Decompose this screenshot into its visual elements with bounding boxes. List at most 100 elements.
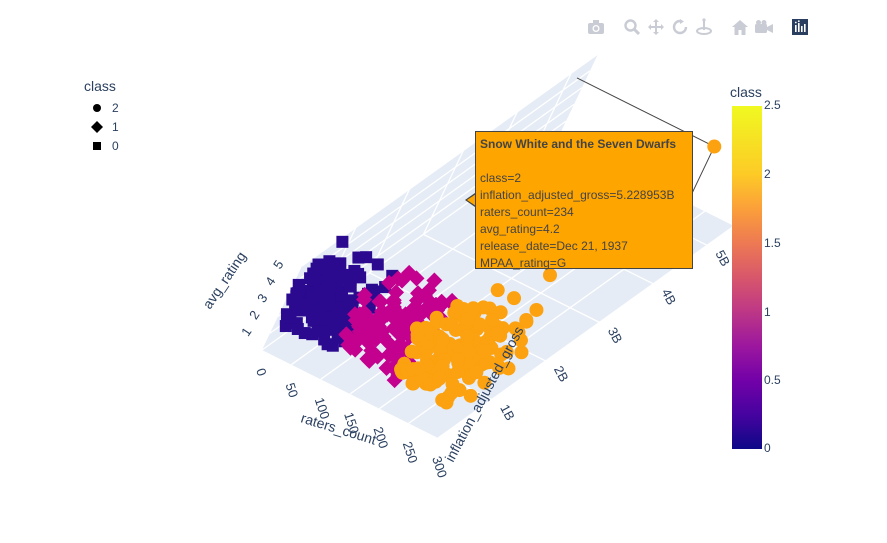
data-point[interactable] [308,274,321,287]
legend-item-0[interactable]: 0 [84,136,119,155]
data-point[interactable] [326,315,339,328]
data-point[interactable] [333,270,346,283]
data-point[interactable] [432,371,447,386]
data-point[interactable] [466,301,481,316]
data-point[interactable] [388,284,405,301]
data-point[interactable] [391,311,408,328]
data-point[interactable] [290,287,303,300]
last-save-icon[interactable] [754,17,774,37]
data-point[interactable] [477,375,492,390]
data-point[interactable] [389,322,406,339]
data-point[interactable] [405,299,422,316]
data-point[interactable] [336,235,349,248]
data-point[interactable] [390,270,407,287]
camera-icon[interactable] [586,17,606,37]
legend-item-label: 1 [112,119,119,134]
data-point[interactable] [460,312,475,327]
data-point[interactable] [361,352,378,369]
data-point[interactable] [310,262,323,275]
data-point[interactable] [352,251,365,264]
colorbar-tick: 0.5 [764,373,781,387]
data-point[interactable] [529,302,544,317]
data-point[interactable] [450,353,465,368]
data-point[interactable] [463,388,478,403]
data-point[interactable] [435,393,450,408]
gridline [301,53,599,267]
data-point[interactable] [462,344,477,359]
data-point[interactable] [435,359,450,374]
data-point[interactable] [519,312,534,327]
y-tick-label: 1B [497,402,518,423]
data-point[interactable] [370,327,387,344]
data-point[interactable] [384,342,401,359]
data-point[interactable] [284,311,297,324]
data-point[interactable] [450,364,465,379]
tooltip-line: class=2 [480,171,522,185]
data-point[interactable] [404,344,419,359]
data-point[interactable] [299,298,312,311]
data-point[interactable] [374,307,391,324]
data-point[interactable] [338,327,355,344]
legend-item-1[interactable]: 1 [84,117,119,136]
data-point[interactable] [405,376,420,391]
tooltip-line: inflation_adjusted_gross=5.228953B [480,188,675,202]
colorbar-tick: 0 [764,441,771,455]
data-point[interactable] [511,325,526,340]
data-point[interactable] [426,272,443,289]
data-point[interactable] [501,361,516,376]
pan-icon[interactable] [646,17,666,37]
home-icon[interactable] [730,17,750,37]
data-point[interactable] [318,333,331,346]
data-point[interactable] [289,301,302,314]
data-point[interactable] [543,268,557,283]
data-point[interactable] [444,317,459,332]
data-point[interactable] [514,345,529,360]
data-point[interactable] [363,342,380,359]
data-point[interactable] [477,344,492,359]
data-point[interactable] [507,291,522,306]
data-point[interactable] [436,332,451,347]
data-point[interactable] [707,139,722,154]
data-point[interactable] [313,288,326,301]
legend: class 2 1 0 [84,78,119,155]
data-point[interactable] [460,329,475,344]
z-tick-label: 5 [270,257,286,271]
legend-title: class [84,78,116,94]
legend-item-2[interactable]: 2 [84,98,119,117]
y-tick-label: 4B [659,286,680,307]
hover-tooltip: Snow White and the Seven Dwarfs class=2 … [475,131,693,270]
gridline [423,233,600,323]
data-point[interactable] [485,312,500,327]
data-point[interactable] [445,377,460,392]
data-point[interactable] [372,293,389,310]
orbit-rotation-icon[interactable] [670,17,690,37]
data-point[interactable] [490,326,505,341]
data-point[interactable] [411,361,426,376]
data-point[interactable] [472,317,487,332]
colorbar-tick: 2 [764,167,771,181]
turntable-rotation-icon[interactable] [694,17,714,37]
plotly-logo-icon[interactable] [790,17,810,37]
data-point[interactable] [347,312,364,329]
zoom-icon[interactable] [622,17,642,37]
data-point[interactable] [490,283,505,298]
data-point[interactable] [490,357,505,372]
x-tick-label: 100 [312,396,333,421]
data-point[interactable] [401,264,418,281]
data-point[interactable] [469,365,484,380]
data-point[interactable] [354,271,367,284]
data-point[interactable] [447,305,462,320]
gridline [422,150,465,235]
data-point[interactable] [371,258,384,271]
data-point[interactable] [479,355,494,370]
legend-item-label: 0 [112,138,119,153]
data-point[interactable] [313,313,326,326]
data-point[interactable] [356,291,373,308]
data-point[interactable] [360,251,373,264]
diamond-icon [84,120,110,134]
data-point[interactable] [337,315,350,328]
data-point[interactable] [335,289,348,302]
data-point[interactable] [416,287,433,304]
data-point[interactable] [322,282,335,295]
data-point[interactable] [323,293,336,306]
